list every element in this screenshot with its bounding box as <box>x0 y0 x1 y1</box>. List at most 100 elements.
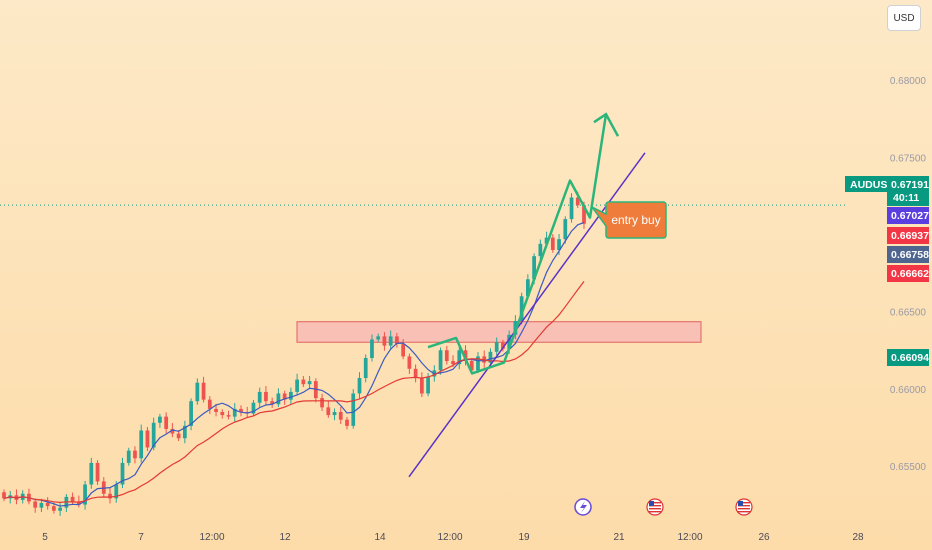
price-tag-label: 0.66937 <box>891 230 929 242</box>
candle <box>83 480 87 510</box>
candle <box>282 390 287 405</box>
candle <box>101 477 106 497</box>
candle-body <box>170 428 175 434</box>
price-axis-label: 0.67500 <box>890 153 927 164</box>
candle-body <box>563 219 568 240</box>
candle-body <box>501 342 505 349</box>
candle <box>388 330 393 350</box>
candle-body <box>307 381 312 385</box>
candle <box>326 401 331 418</box>
price-tag-label: 0.67191 <box>891 179 929 191</box>
candle-body <box>413 368 418 379</box>
candle-body <box>76 501 81 505</box>
candle <box>382 332 387 351</box>
candle-body <box>214 408 218 412</box>
time-axis-label: 7 <box>138 532 144 543</box>
candle-body <box>376 336 381 340</box>
time-axis-label: 21 <box>613 532 625 543</box>
candle <box>164 412 169 434</box>
us-flag-icon <box>735 498 753 516</box>
candle-body <box>363 357 368 379</box>
candle <box>58 502 62 516</box>
price-tag <box>887 246 929 263</box>
arrow-head <box>593 112 620 137</box>
candle <box>245 406 250 418</box>
candle <box>27 488 31 505</box>
candle-body <box>345 419 349 426</box>
candle-body <box>463 350 468 362</box>
candle <box>538 239 543 261</box>
candle-body <box>276 393 281 405</box>
candle <box>320 393 324 411</box>
candle <box>195 378 200 405</box>
candle <box>438 347 443 375</box>
candle-body <box>164 416 169 429</box>
candle <box>89 457 94 489</box>
candle-body <box>444 350 449 362</box>
candle-body <box>557 239 561 250</box>
price-tag <box>887 227 929 244</box>
candle-body <box>226 415 231 417</box>
time-axis-label: 12 <box>279 532 291 543</box>
candle <box>276 388 281 408</box>
candle <box>2 489 6 502</box>
candle-body <box>438 350 443 371</box>
candle <box>407 353 412 374</box>
candle-body <box>251 402 256 414</box>
price-tag <box>887 265 929 282</box>
candle <box>395 332 399 348</box>
candle <box>158 413 162 428</box>
candle-body <box>301 379 306 385</box>
candle <box>295 373 299 396</box>
candle-body <box>95 462 100 482</box>
candle-body <box>114 484 119 499</box>
candle-body <box>257 391 262 403</box>
candle <box>550 234 555 253</box>
candle <box>145 426 150 452</box>
ma-slow-line <box>3 281 585 504</box>
candle-body <box>526 279 530 297</box>
price-tag <box>887 349 929 366</box>
candle-body <box>451 361 455 365</box>
candle <box>108 487 112 504</box>
candle <box>569 193 574 223</box>
candle-body <box>395 336 399 345</box>
candle-body <box>351 393 356 426</box>
candle-body <box>39 503 44 508</box>
candle <box>70 492 75 506</box>
lightning-icon <box>574 498 592 516</box>
candle <box>133 446 137 464</box>
candle <box>33 498 38 513</box>
candle <box>419 372 424 398</box>
candle-body <box>569 197 574 220</box>
candle <box>189 398 193 431</box>
time-axis-label: 19 <box>518 532 530 543</box>
time-axis-label: 28 <box>852 532 864 543</box>
symbol-label: AUDUSD <box>850 179 895 191</box>
candle <box>313 378 318 403</box>
time-axis-label: 12:00 <box>437 532 462 543</box>
candle-body <box>332 411 337 416</box>
candle-body <box>544 237 549 244</box>
candle-body <box>45 503 50 507</box>
candle-body <box>488 351 493 363</box>
candle-body <box>176 433 181 439</box>
candle <box>338 406 343 425</box>
candle-body <box>401 344 406 357</box>
candle-body <box>494 342 499 352</box>
currency-button[interactable]: USD <box>887 5 921 31</box>
candle <box>501 339 505 352</box>
candle <box>64 494 69 512</box>
candle-body <box>33 501 38 508</box>
candle <box>201 376 206 403</box>
candle-body <box>320 398 324 408</box>
candle-body <box>151 422 156 448</box>
candle-body <box>220 411 225 416</box>
candle-body <box>419 378 424 394</box>
candle <box>363 354 368 383</box>
candle <box>351 389 356 429</box>
candle-body <box>357 378 362 394</box>
candle-body <box>382 336 387 346</box>
